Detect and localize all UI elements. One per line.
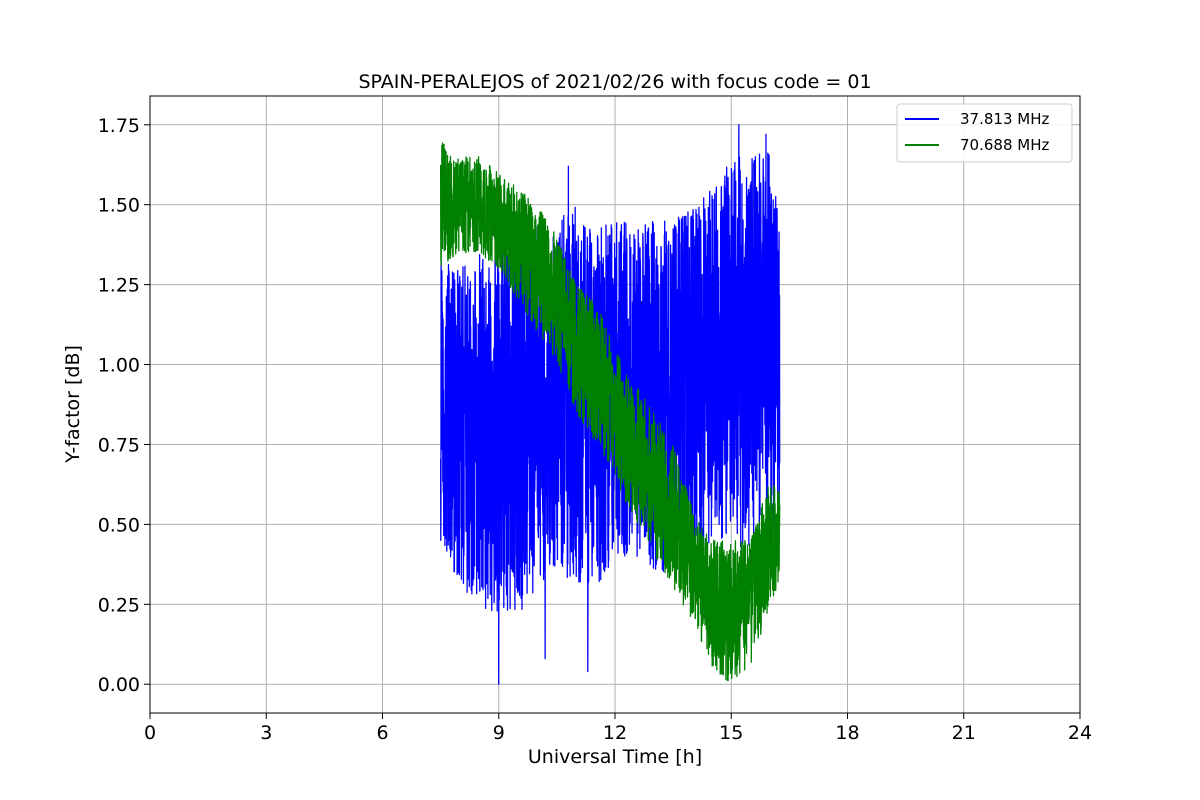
y-tick-label: 1.75 — [98, 115, 140, 137]
series-line-70mhz — [439, 142, 781, 682]
y-tick-label: 1.00 — [98, 355, 140, 377]
x-tick-label: 21 — [952, 722, 976, 744]
x-tick-label: 12 — [603, 722, 627, 744]
x-tick-label: 3 — [260, 722, 272, 744]
y-tick-label: 0.75 — [98, 434, 140, 456]
y-tick-label: 0.50 — [98, 514, 140, 536]
x-tick-label: 15 — [719, 722, 743, 744]
y-tick-label: 0.25 — [98, 594, 140, 616]
legend-box — [896, 103, 1073, 163]
x-tick-label: 24 — [1068, 722, 1092, 744]
x-tick-label: 6 — [376, 722, 388, 744]
x-tick-label: 18 — [835, 722, 859, 744]
y-tick-label: 1.50 — [98, 195, 140, 217]
chart-title: SPAIN-PERALEJOS of 2021/02/26 with focus… — [358, 71, 871, 93]
x-tick-label: 0 — [144, 722, 156, 744]
y-axis-label: Y-factor [dB] — [62, 345, 84, 464]
legend-label-70mhz: 70.688 MHz — [960, 136, 1049, 154]
ticks: 0 3 6 9 12 15 18 21 24 0.00 0.25 0.50 0.75 1.00 1.25 1.… — [98, 115, 1092, 744]
y-tick-label: 0.00 — [98, 674, 140, 696]
x-axis-label: Universal Time [h] — [528, 746, 702, 768]
legend: 37.813 MHz 70.688 MHz — [896, 103, 1073, 163]
series-line-37mhz — [439, 124, 781, 685]
y-tick-label: 1.25 — [98, 275, 140, 297]
legend-label-37mhz: 37.813 MHz — [960, 110, 1049, 128]
series-layer — [439, 124, 781, 685]
x-tick-label: 9 — [493, 722, 505, 744]
